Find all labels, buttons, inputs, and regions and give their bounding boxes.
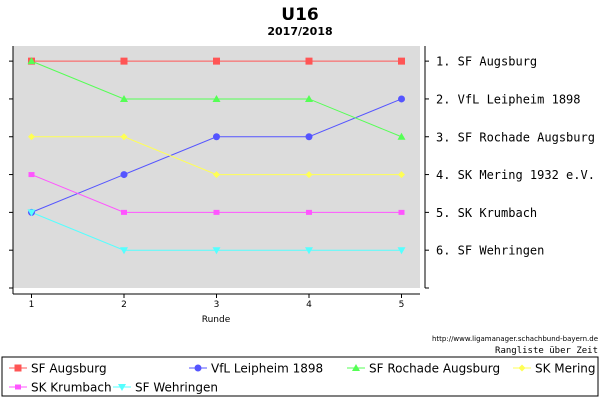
data-point	[15, 384, 21, 390]
legend-item: SK Krumbach	[9, 381, 112, 395]
legend-item: SF Wehringen	[113, 381, 218, 395]
data-point	[120, 171, 128, 179]
rank-label: 2. VfL Leipheim 1898	[436, 92, 581, 106]
legend-item: SF Rochade Augsburg	[347, 362, 500, 376]
data-point	[213, 209, 220, 215]
legend: SF Augsburg VfL Leipheim 1898 SF Rochade A…	[9, 362, 600, 395]
series-markers	[27, 57, 406, 255]
data-point	[121, 209, 127, 215]
legend-item: SK Mering 1932 e.V.	[513, 362, 600, 376]
data-point	[306, 209, 312, 215]
chart-caption: Rangliste über Zeit	[495, 346, 598, 356]
legend-label: SK Mering 1932 e.V.	[535, 362, 600, 376]
data-point	[397, 132, 406, 140]
x-tick-label: 1	[29, 300, 35, 310]
rank-label: 1. SF Augsburg	[436, 55, 537, 69]
legend-item: VfL Leipheim 1898	[189, 362, 323, 376]
x-tick-label: 3	[214, 300, 220, 310]
data-point	[213, 133, 220, 141]
legend-label: VfL Leipheim 1898	[211, 362, 323, 376]
data-point	[120, 57, 128, 65]
data-point	[352, 364, 360, 371]
data-point	[27, 57, 36, 65]
data-point	[397, 247, 406, 255]
axes	[9, 46, 429, 298]
data-point	[120, 94, 128, 102]
data-point	[398, 57, 405, 65]
data-point	[213, 171, 220, 179]
data-point	[27, 209, 36, 217]
data-point	[305, 133, 313, 141]
data-point	[118, 384, 126, 391]
legend-box	[1, 356, 599, 397]
rank-labels: 1. SF Augsburg 2. VfL Leipheim 1898 3. SF …	[436, 55, 595, 258]
rank-label: 6. SF Wehringen	[436, 244, 544, 258]
x-axis-label: Runde	[202, 315, 231, 325]
rank-label: 4. SK Mering 1932 e.V.	[436, 168, 595, 182]
data-point	[194, 364, 202, 372]
data-point	[120, 133, 128, 141]
legend-label: SF Wehringen	[135, 381, 218, 395]
rank-label: 3. SF Rochade Augsburg	[436, 130, 595, 144]
x-tick-label: 4	[306, 300, 312, 310]
legend-label: SF Rochade Augsburg	[369, 362, 500, 376]
data-point	[398, 171, 405, 179]
data-point	[28, 133, 35, 141]
data-point	[398, 95, 405, 103]
data-point	[213, 57, 220, 65]
source-url[interactable]: http://www.ligamanager.schachbund-bayern…	[432, 335, 598, 343]
data-point	[212, 94, 221, 102]
data-point	[305, 247, 313, 255]
x-tick-labels: 1 2 3 4 5	[29, 300, 405, 310]
chart-subtitle: 2017/2018	[267, 25, 332, 38]
data-point	[305, 94, 313, 102]
legend-item: SF Augsburg	[9, 362, 107, 376]
rank-label: 5. SK Krumbach	[436, 206, 537, 220]
data-point	[212, 247, 221, 255]
data-point	[305, 57, 313, 65]
data-point	[518, 364, 526, 372]
data-point	[305, 171, 313, 179]
legend-label: SF Augsburg	[31, 362, 107, 376]
data-point	[120, 247, 128, 255]
x-tick-label: 2	[121, 300, 127, 310]
data-point	[398, 209, 405, 215]
data-point	[14, 364, 22, 372]
x-tick-label: 5	[399, 300, 405, 310]
legend-label: SK Krumbach	[31, 381, 112, 395]
chart-title: U16	[281, 5, 318, 25]
data-point	[28, 172, 35, 178]
